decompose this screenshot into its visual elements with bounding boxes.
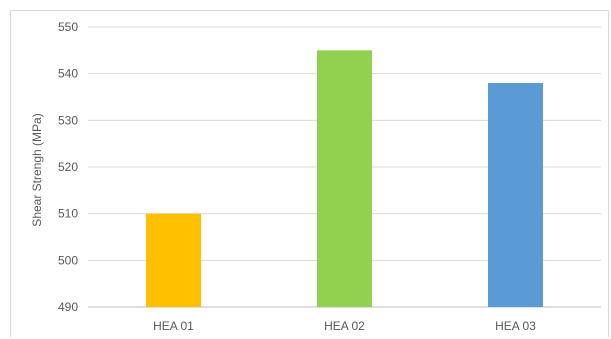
- x-tick-labels: HEA 01 HEA 02 HEA 03: [153, 319, 536, 333]
- x-tick-label: HEA 03: [495, 319, 536, 333]
- y-tick-label: 520: [58, 160, 78, 174]
- y-tick-label: 490: [58, 300, 78, 314]
- chart-frame: [10, 10, 609, 337]
- bar-hea-02: [317, 50, 372, 307]
- y-tick-label: 530: [58, 113, 78, 127]
- y-tick-label: 540: [58, 67, 78, 81]
- bars: [146, 50, 543, 307]
- bar-hea-01: [146, 213, 201, 307]
- bar-hea-03: [488, 83, 543, 307]
- y-tick-label: 500: [58, 253, 78, 267]
- y-axis-title: Shear Strengh (MPa): [30, 113, 44, 226]
- y-tick-labels: 490 500 510 520 530 540 550: [58, 20, 78, 314]
- x-tick-label: HEA 01: [153, 319, 194, 333]
- y-tick-label: 550: [58, 20, 78, 34]
- y-tick-label: 510: [58, 207, 78, 221]
- x-tick-label: HEA 02: [324, 319, 365, 333]
